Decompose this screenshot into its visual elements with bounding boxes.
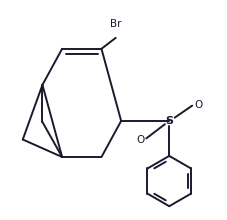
Text: O: O xyxy=(136,134,144,145)
Text: S: S xyxy=(165,116,173,126)
Text: Br: Br xyxy=(110,19,121,29)
Text: O: O xyxy=(195,99,203,110)
